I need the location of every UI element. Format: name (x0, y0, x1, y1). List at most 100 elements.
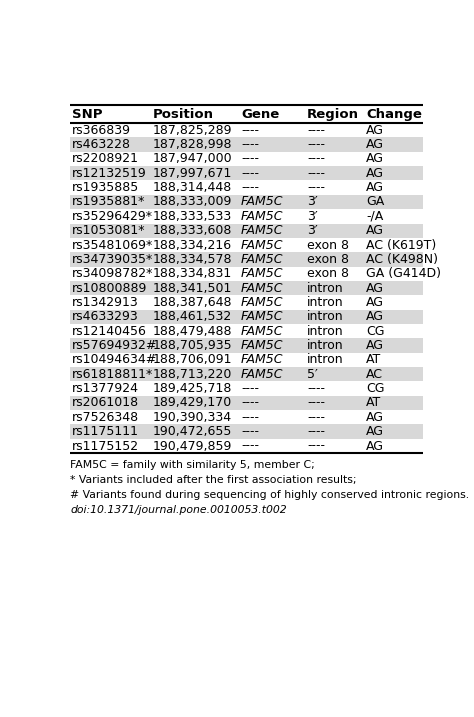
Text: GA (G414D): GA (G414D) (366, 267, 441, 280)
Text: rs57694932#: rs57694932# (72, 339, 157, 352)
Text: FAM5C: FAM5C (241, 368, 283, 381)
Text: ----: ---- (307, 181, 325, 194)
Text: rs7526348: rs7526348 (72, 411, 139, 424)
Text: AG: AG (366, 282, 384, 295)
Text: intron: intron (307, 353, 344, 366)
Text: FAM5C: FAM5C (241, 196, 283, 209)
Bar (70, 424, 423, 439)
Text: rs35296429*: rs35296429* (72, 210, 153, 223)
Text: AG: AG (366, 310, 384, 323)
Text: 5′: 5′ (307, 368, 318, 381)
Text: 187,825,289: 187,825,289 (153, 124, 232, 137)
Text: rs1175152: rs1175152 (72, 440, 139, 452)
Text: 188,334,831: 188,334,831 (153, 267, 232, 280)
Text: AG: AG (366, 425, 384, 438)
Text: GA: GA (366, 196, 384, 209)
Text: Region: Region (307, 108, 359, 120)
Text: rs61818811*: rs61818811* (72, 368, 154, 381)
Text: 188,333,533: 188,333,533 (153, 210, 232, 223)
Text: AG: AG (366, 167, 384, 180)
Text: intron: intron (307, 282, 344, 295)
Bar (70, 152, 423, 166)
Text: ----: ---- (307, 138, 325, 151)
Text: 3′: 3′ (307, 210, 318, 223)
Text: rs34739035*: rs34739035* (72, 253, 154, 266)
Bar (70, 324, 423, 338)
Text: 188,705,935: 188,705,935 (153, 339, 233, 352)
Text: ----: ---- (307, 153, 325, 166)
Text: ----: ---- (241, 153, 259, 166)
Text: exon 8: exon 8 (307, 267, 349, 280)
Text: AG: AG (366, 411, 384, 424)
Text: rs1342913: rs1342913 (72, 296, 139, 309)
Text: rs2208921: rs2208921 (72, 153, 139, 166)
Bar (70, 267, 423, 281)
Text: * Variants included after the first association results;: * Variants included after the first asso… (70, 475, 357, 485)
Text: Change: Change (366, 108, 422, 120)
Text: AG: AG (366, 124, 384, 137)
Text: AG: AG (366, 440, 384, 452)
Text: rs1053081*: rs1053081* (72, 224, 146, 237)
Text: 188,334,578: 188,334,578 (153, 253, 232, 266)
Text: AG: AG (366, 296, 384, 309)
Text: AC (K498N): AC (K498N) (366, 253, 438, 266)
Bar (70, 281, 423, 295)
Text: AT: AT (366, 353, 381, 366)
Text: rs10800889: rs10800889 (72, 282, 147, 295)
Text: FAM5C: FAM5C (241, 210, 283, 223)
Text: ----: ---- (307, 440, 325, 452)
Text: intron: intron (307, 325, 344, 338)
Text: AG: AG (366, 224, 384, 237)
Text: 3′: 3′ (307, 224, 318, 237)
Bar (70, 310, 423, 324)
Text: ----: ---- (241, 124, 259, 137)
Text: ----: ---- (307, 425, 325, 438)
Text: rs1175111: rs1175111 (72, 425, 139, 438)
Text: ----: ---- (241, 411, 259, 424)
Text: 187,997,671: 187,997,671 (153, 167, 232, 180)
Text: rs4633293: rs4633293 (72, 310, 139, 323)
Text: AG: AG (366, 181, 384, 194)
Text: FAM5C = family with similarity 5, member C;: FAM5C = family with similarity 5, member… (70, 460, 315, 470)
Bar (70, 252, 423, 267)
Text: 188,387,648: 188,387,648 (153, 296, 232, 309)
Text: 190,390,334: 190,390,334 (153, 411, 232, 424)
Text: AC (K619T): AC (K619T) (366, 239, 436, 252)
Text: exon 8: exon 8 (307, 239, 349, 252)
Text: AG: AG (366, 138, 384, 151)
Text: intron: intron (307, 310, 344, 323)
Bar (70, 209, 423, 224)
Bar (70, 295, 423, 310)
Text: Position: Position (153, 108, 214, 120)
Text: rs1935881*: rs1935881* (72, 196, 146, 209)
Bar (70, 166, 423, 181)
Text: 188,461,532: 188,461,532 (153, 310, 232, 323)
Bar (70, 439, 423, 453)
Text: 188,333,608: 188,333,608 (153, 224, 232, 237)
Text: 188,713,220: 188,713,220 (153, 368, 232, 381)
Text: FAM5C: FAM5C (241, 296, 283, 309)
Bar (70, 396, 423, 410)
Text: AC: AC (366, 368, 383, 381)
Text: 188,334,216: 188,334,216 (153, 239, 232, 252)
Text: rs463228: rs463228 (72, 138, 131, 151)
Text: rs1935885: rs1935885 (72, 181, 139, 194)
Bar (70, 138, 423, 152)
Text: ----: ---- (241, 138, 259, 151)
Text: ----: ---- (307, 411, 325, 424)
Text: CG: CG (366, 325, 384, 338)
Text: Gene: Gene (241, 108, 279, 120)
Text: 188,333,009: 188,333,009 (153, 196, 232, 209)
Text: rs366839: rs366839 (72, 124, 131, 137)
Text: AT: AT (366, 397, 381, 409)
Text: FAM5C: FAM5C (241, 325, 283, 338)
Text: rs34098782*: rs34098782* (72, 267, 154, 280)
Text: SNP: SNP (72, 108, 102, 120)
Text: # Variants found during sequencing of highly conserved intronic regions.: # Variants found during sequencing of hi… (70, 490, 469, 500)
Text: 187,828,998: 187,828,998 (153, 138, 232, 151)
Text: 188,479,488: 188,479,488 (153, 325, 232, 338)
Text: rs12140456: rs12140456 (72, 325, 147, 338)
Text: FAM5C: FAM5C (241, 239, 283, 252)
Bar (70, 238, 423, 252)
Bar (70, 123, 423, 138)
